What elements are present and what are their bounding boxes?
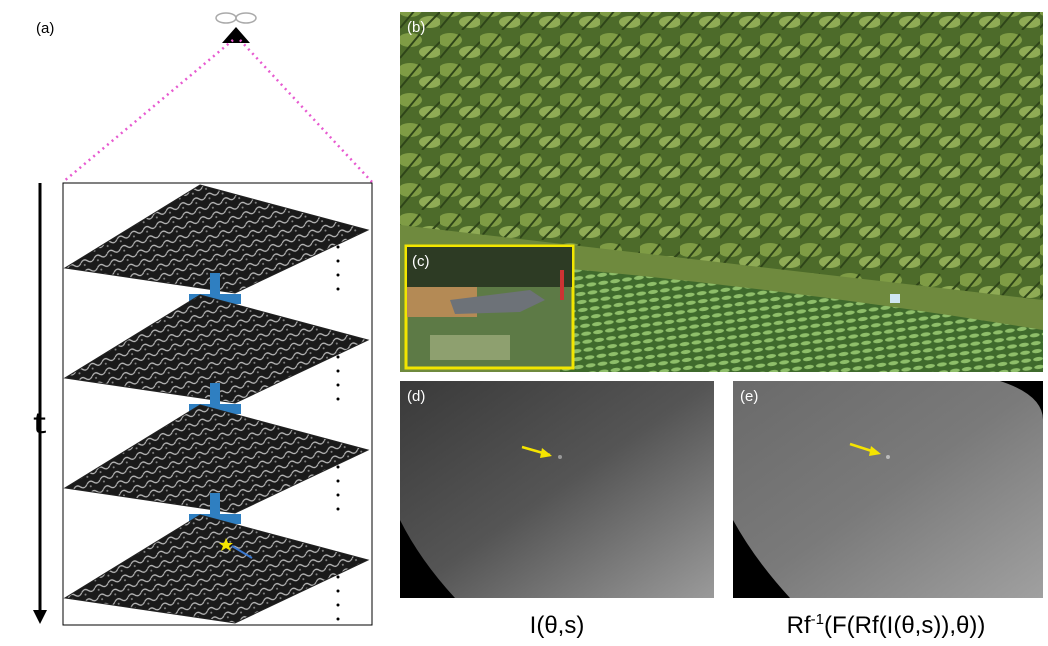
ellipsis-dot xyxy=(337,618,340,621)
panel-e: (e) Rf-1(F(Rf(I(θ,s)),θ)) xyxy=(733,381,1043,639)
ellipsis-dot xyxy=(337,274,340,277)
panel-label: (c) xyxy=(412,253,430,270)
ellipsis-dot xyxy=(337,494,340,497)
ellipsis-dot xyxy=(337,576,340,579)
person-marker xyxy=(890,294,900,303)
ellipsis-dot xyxy=(337,508,340,511)
time-arrow-head xyxy=(33,610,47,624)
view-line xyxy=(63,40,233,182)
caption-base: Rf xyxy=(787,612,811,639)
ellipsis-dot xyxy=(337,370,340,373)
time-label: t xyxy=(31,409,49,443)
panel-a: (a) t xyxy=(31,13,372,625)
integral-image xyxy=(400,381,714,598)
caption: I(θ,s) xyxy=(530,612,585,639)
caption-rest: (F(Rf(I(θ,s)),θ)) xyxy=(824,612,985,639)
ellipsis-dot xyxy=(337,384,340,387)
panel-c: (c) xyxy=(406,246,573,368)
ellipsis-dot xyxy=(337,260,340,263)
view-line xyxy=(240,40,372,182)
image-layer xyxy=(65,515,368,623)
ellipsis-dot xyxy=(337,466,340,469)
ellipsis-dot xyxy=(337,590,340,593)
caption-superscript: -1 xyxy=(811,611,824,628)
drone-icon xyxy=(216,13,256,43)
panel-label: (a) xyxy=(36,20,54,37)
panel-label: (e) xyxy=(740,388,758,405)
caption: Rf-1(F(Rf(I(θ,s)),θ)) xyxy=(787,611,986,639)
ellipsis-dot xyxy=(337,356,340,359)
ellipsis-dot xyxy=(337,246,340,249)
panel-d: (d) I(θ,s) xyxy=(400,381,714,639)
layer-stack xyxy=(65,185,368,623)
ellipsis-dot xyxy=(337,480,340,483)
ellipsis-dot xyxy=(337,604,340,607)
panel-label: (b) xyxy=(407,19,425,36)
figure: (a) t (b) (c) (d) xyxy=(0,0,1048,641)
panel-label: (d) xyxy=(407,388,425,405)
ellipsis-dot xyxy=(337,288,340,291)
ellipsis-dot xyxy=(337,398,340,401)
filtered-image xyxy=(733,381,1043,598)
